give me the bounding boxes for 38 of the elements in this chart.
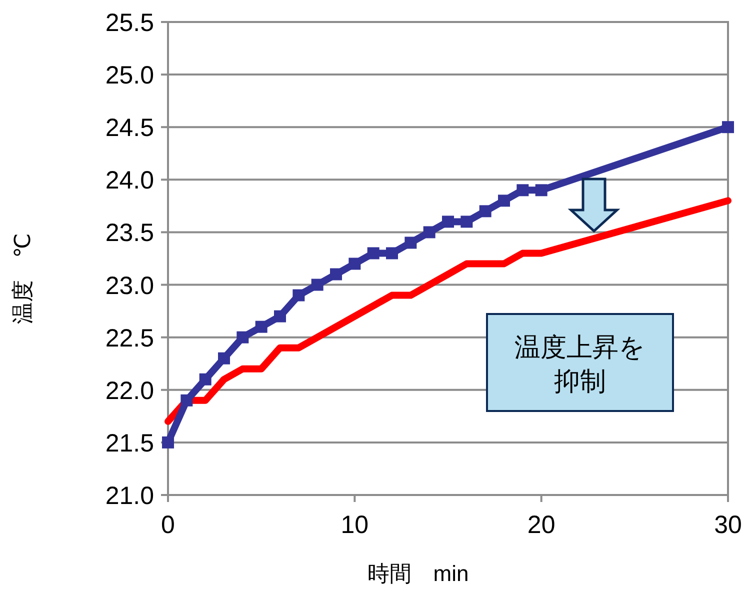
point xyxy=(722,121,734,134)
point xyxy=(386,247,398,260)
point xyxy=(218,352,230,364)
x-tick-label: 20 xyxy=(527,511,556,539)
point xyxy=(423,226,436,238)
point xyxy=(442,216,454,228)
y-tick-label: 25.0 xyxy=(105,62,154,90)
x-tick-label: 10 xyxy=(340,511,369,539)
point xyxy=(516,184,529,196)
point xyxy=(460,216,473,228)
annotation: 温度上昇を抑制 xyxy=(514,332,646,396)
point xyxy=(274,310,286,322)
y-tick-label: 23.5 xyxy=(105,219,154,248)
point xyxy=(535,184,548,196)
point xyxy=(367,247,380,260)
x-tick-label: 0 xyxy=(161,511,175,539)
y-axis-title: 温度 ℃ xyxy=(10,233,35,324)
y-tick-label: 24.0 xyxy=(105,166,154,195)
point xyxy=(311,278,324,291)
y-tick-label: 21.0 xyxy=(105,482,154,510)
y-tick-label: 23.0 xyxy=(105,272,154,300)
y-tick-label: 21.5 xyxy=(105,429,154,458)
point xyxy=(199,373,212,386)
point xyxy=(292,289,305,302)
y-tick-label: 24.5 xyxy=(105,114,154,142)
x-tick-label: 30 xyxy=(714,511,742,539)
point xyxy=(348,258,361,270)
point xyxy=(255,320,268,333)
point xyxy=(330,268,342,280)
point xyxy=(498,194,510,207)
x-axis-title: 時間 min xyxy=(367,561,469,586)
point xyxy=(404,236,417,249)
y-tick-label: 22.0 xyxy=(105,376,154,405)
y-tick-label: 22.5 xyxy=(105,324,154,352)
point xyxy=(180,394,193,406)
point xyxy=(479,205,492,218)
point xyxy=(236,331,249,344)
y-tick-label: 25.5 xyxy=(105,9,154,37)
